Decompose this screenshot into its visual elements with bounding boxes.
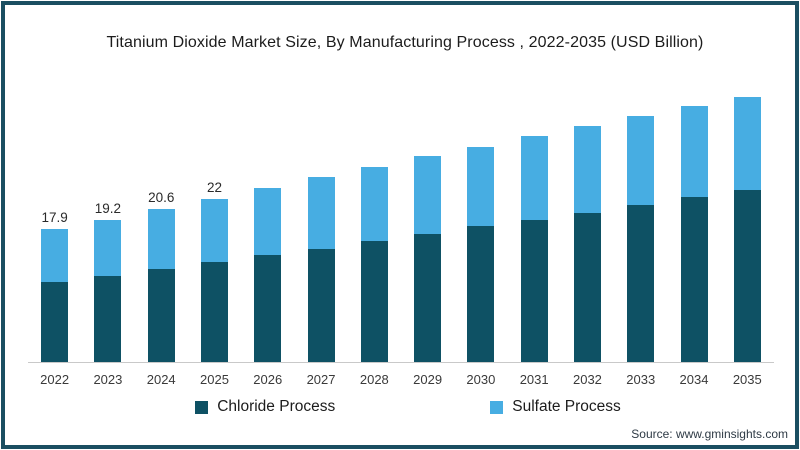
- bar-group-2026: [241, 187, 294, 362]
- chloride-segment: [414, 233, 442, 362]
- chloride-segment: [573, 212, 601, 362]
- bar-group-2030: [454, 146, 507, 362]
- sulfate-segment: [94, 219, 122, 276]
- x-tick-label-2035: 2035: [732, 372, 762, 387]
- sulfate-segment: [733, 97, 761, 190]
- sulfate-segment: [254, 187, 282, 256]
- legend-label: Chloride Process: [217, 398, 336, 415]
- chloride-segment: [200, 261, 228, 362]
- x-tick-label-2024: 2024: [146, 372, 176, 387]
- bar-group-2035: [721, 97, 774, 362]
- sulfate-segment: [307, 177, 335, 249]
- bar-value-label: 17.9: [41, 210, 68, 226]
- plot-area: 17.9 19.2 20.6 22 2022 2023 2024 2025 2026 2027 2…: [28, 88, 774, 388]
- sulfate-segment: [680, 106, 708, 198]
- legend-item: Chloride Process: [195, 398, 335, 416]
- x-tick-label-2032: 2032: [572, 372, 602, 387]
- sulfate-segment: [573, 126, 601, 213]
- bar-group-2023: 19.2: [81, 201, 134, 362]
- legend-swatch-icon: [195, 400, 209, 414]
- bar-group-2033: [614, 115, 667, 362]
- chloride-segment: [307, 248, 335, 362]
- legend-swatch-icon: [490, 400, 504, 414]
- x-tick-label-2030: 2030: [466, 372, 496, 387]
- chloride-segment: [680, 197, 708, 362]
- legend: Chloride Process Sulfate Process: [0, 398, 800, 416]
- bar-group-2031: [508, 136, 561, 362]
- bar-group-2027: [294, 177, 347, 362]
- x-axis-tick-labels: 2022 2023 2024 2025 2026 2027 2028 2029 2030 2031…: [28, 363, 774, 388]
- bar-value-label: 19.2: [94, 200, 122, 216]
- chart-title: Titanium Dioxide Market Size, By Manufac…: [106, 34, 704, 51]
- chloride-segment: [360, 241, 388, 362]
- sulfate-segment: [41, 229, 69, 282]
- bar-group-2029: [401, 156, 454, 362]
- bar-value-label: 22: [206, 179, 222, 195]
- sulfate-segment: [147, 209, 175, 270]
- chloride-segment: [467, 226, 495, 362]
- bars-row: 17.9 19.2 20.6 22: [28, 88, 774, 363]
- chloride-segment: [147, 269, 175, 362]
- x-tick-label-2022: 2022: [40, 372, 70, 387]
- chloride-segment: [733, 189, 761, 362]
- x-tick-label-2029: 2029: [413, 372, 443, 387]
- x-tick-label-2027: 2027: [306, 372, 336, 387]
- sulfate-segment: [200, 198, 228, 262]
- x-tick-label-2031: 2031: [519, 372, 549, 387]
- x-tick-label-2033: 2033: [626, 372, 656, 387]
- x-tick-label-2025: 2025: [200, 372, 229, 387]
- chloride-segment: [94, 275, 122, 362]
- x-tick-label-2034: 2034: [679, 372, 709, 387]
- sulfate-segment: [414, 156, 442, 234]
- chloride-segment: [627, 205, 655, 362]
- bar-group-2025: 22: [188, 180, 241, 362]
- x-tick-label-2028: 2028: [359, 372, 389, 387]
- sulfate-segment: [467, 146, 495, 227]
- source-attribution: Source: www.gminsights.com: [631, 427, 788, 441]
- bar-group-2032: [561, 126, 614, 362]
- bar-value-label: 20.6: [148, 190, 175, 206]
- legend-item: Sulfate Process: [490, 398, 621, 416]
- sulfate-segment: [627, 115, 655, 206]
- bar-group-2022: 17.9: [28, 210, 81, 362]
- chloride-segment: [254, 255, 282, 362]
- chloride-segment: [520, 219, 548, 362]
- x-tick-label-2026: 2026: [253, 372, 283, 387]
- sulfate-segment: [360, 166, 388, 242]
- bar-group-2028: [348, 166, 401, 362]
- legend-label: Sulfate Process: [512, 398, 621, 415]
- chloride-segment: [41, 281, 69, 362]
- x-tick-label-2023: 2023: [93, 372, 123, 387]
- sulfate-segment: [520, 136, 548, 220]
- bar-group-2024: 20.6: [135, 190, 188, 362]
- bar-group-2034: [667, 106, 720, 362]
